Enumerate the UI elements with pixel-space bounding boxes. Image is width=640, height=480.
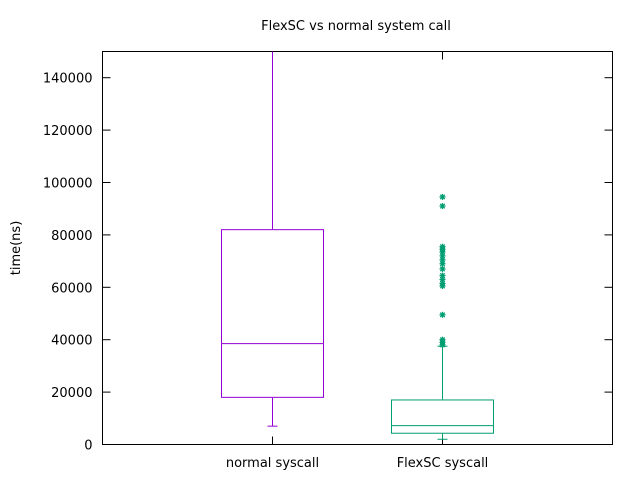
outlier-point [439, 272, 446, 279]
y-tick-label: 120000 [43, 124, 93, 139]
y-axis: 0 20000 40000 60000 80000 100000 120000 140000 [43, 72, 613, 454]
outlier-point [439, 265, 446, 272]
x-tick-label: normal syscall [226, 456, 319, 471]
box-0 [221, 51, 324, 427]
x-tick-label: FlexSC syscall [397, 456, 489, 471]
outlier-point [439, 336, 446, 343]
y-tick-label: 0 [84, 439, 92, 454]
outlier-point [439, 280, 446, 287]
y-tick-label: 60000 [51, 281, 92, 296]
box-iqr [221, 229, 324, 398]
boxes [221, 51, 494, 440]
y-axis-label: time(ns) [9, 221, 24, 276]
y-tick-label: 80000 [51, 229, 92, 244]
y-tick-label: 20000 [51, 386, 92, 401]
box-iqr [391, 399, 494, 434]
outlier-point [439, 203, 446, 210]
chart-title: FlexSC vs normal system call [261, 19, 451, 34]
y-tick-label: 40000 [51, 334, 92, 349]
y-tick-label: 140000 [43, 72, 93, 87]
plot-frame [102, 51, 613, 445]
y-tick-label: 100000 [43, 177, 93, 192]
outlier-point [439, 243, 446, 250]
box-1 [391, 193, 494, 440]
outlier-point [439, 311, 446, 318]
outlier-point [439, 252, 446, 259]
x-axis: normal syscall FlexSC syscall [226, 51, 489, 471]
outlier-point [439, 193, 446, 200]
